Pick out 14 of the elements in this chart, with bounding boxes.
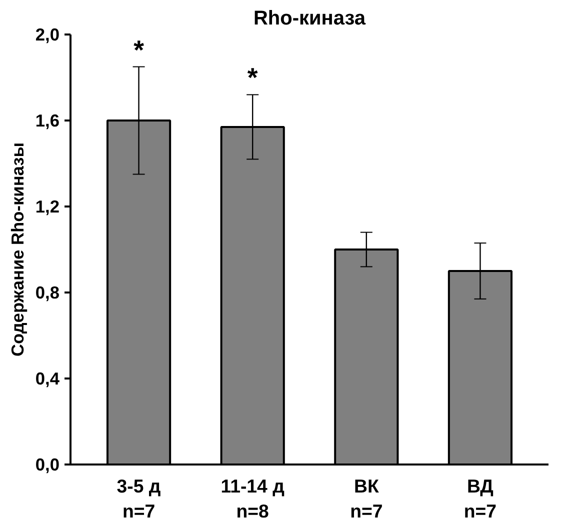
y-tick-label: 0,8 (35, 282, 60, 302)
y-tick-label: 0,4 (35, 368, 60, 388)
x-tick-label: ВК n=7 (350, 476, 383, 522)
annotation: * (247, 62, 258, 93)
y-tick-label: 0,0 (35, 454, 60, 474)
chart-title: Rho-киназа (253, 8, 366, 30)
x-tick-label: 3-5 д n=7 (116, 476, 161, 522)
y-tick-label: 1,6 (35, 110, 60, 130)
x-tick-label: 11-14 д n=8 (220, 476, 285, 522)
x-tick-label: ВД n=7 (464, 476, 497, 522)
y-tick-label: 1,2 (35, 196, 60, 216)
y-tick-label: 2,0 (35, 24, 60, 44)
annotation: * (134, 34, 145, 65)
y-axis-title: Содержание Rho-киназы (7, 142, 28, 357)
